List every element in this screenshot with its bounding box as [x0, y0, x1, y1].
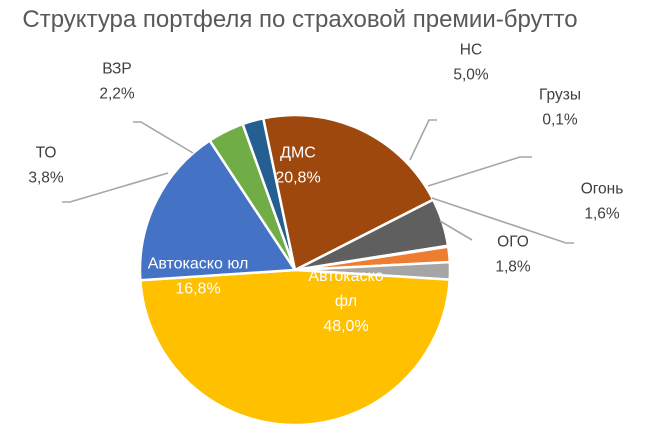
slice-labels: НС 5,0% Грузы 0,1% Огонь 1,6% ОГО 1,8% Автокаско… [28, 42, 623, 336]
pie-slices [138, 113, 452, 427]
slice-value-label: 20,8% [275, 170, 320, 187]
slice-value-label: 5,0% [453, 67, 489, 84]
slice-category-label: ВЗР [102, 61, 132, 78]
leader-line [439, 220, 473, 241]
leader-line [62, 172, 169, 203]
pie-slice [262, 113, 435, 272]
slice-category-label: Автокаско [308, 268, 383, 285]
slice-value-label: 1,6% [584, 206, 620, 223]
slice-category-label: фл [335, 293, 357, 310]
slice-value-label: 3,8% [28, 170, 64, 187]
leader-line [133, 121, 194, 154]
slice-value-label: 48,0% [323, 318, 368, 335]
slice-category-label: Автокаско юл [148, 256, 249, 273]
slice-value-label: 0,1% [542, 112, 578, 129]
slice-category-label: ТО [36, 145, 57, 162]
slice-category-label: ОГО [497, 234, 529, 251]
leader-line [409, 119, 437, 161]
leader-line [427, 156, 532, 187]
leader-lines [62, 119, 574, 244]
slice-category-label: Грузы [539, 87, 581, 104]
pie-slice [139, 268, 451, 427]
chart-title: Структура портфеля по страховой премии-б… [22, 6, 578, 33]
pie-slice [138, 139, 297, 282]
slice-category-label: НС [460, 42, 482, 59]
slice-value-label: 2,2% [99, 86, 135, 103]
slice-value-label: 1,8% [495, 259, 531, 276]
slice-category-label: ДМС [280, 145, 316, 162]
slice-category-label: Огонь [581, 181, 624, 198]
leader-line [431, 197, 574, 244]
slice-value-label: 16,8% [175, 281, 220, 298]
